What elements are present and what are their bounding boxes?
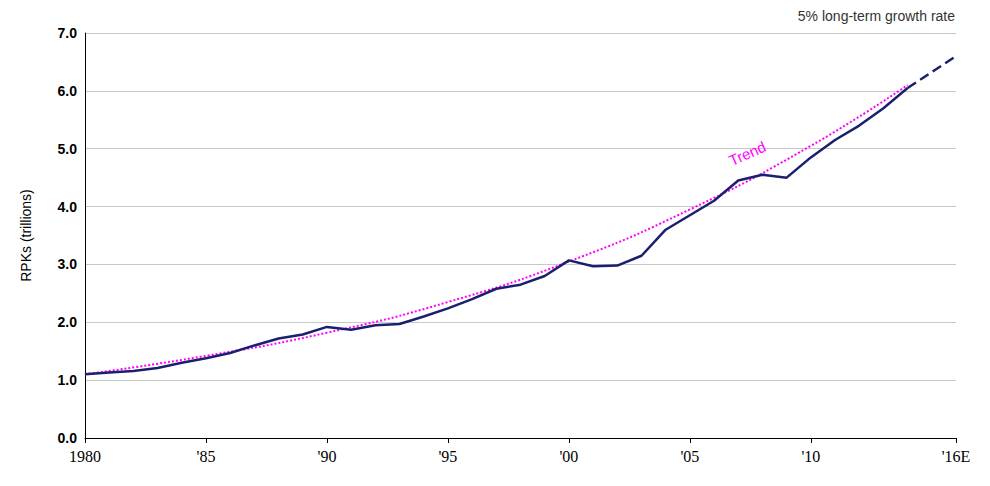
svg-text:'00: '00 — [559, 448, 578, 465]
svg-text:'90: '90 — [317, 448, 336, 465]
svg-text:5.0: 5.0 — [58, 141, 78, 157]
svg-text:6.0: 6.0 — [58, 83, 78, 99]
svg-text:4.0: 4.0 — [58, 199, 78, 215]
svg-text:'16E: '16E — [942, 448, 971, 465]
svg-text:2.0: 2.0 — [58, 314, 78, 330]
svg-text:'95: '95 — [438, 448, 457, 465]
svg-text:1980: 1980 — [69, 448, 101, 465]
svg-text:0.0: 0.0 — [58, 430, 78, 446]
svg-text:Trend: Trend — [726, 138, 768, 169]
svg-text:7.0: 7.0 — [58, 25, 78, 41]
svg-text:3.0: 3.0 — [58, 256, 78, 272]
svg-text:'10: '10 — [801, 448, 820, 465]
svg-text:'85: '85 — [197, 448, 216, 465]
svg-text:5% long-term growth rate: 5% long-term growth rate — [798, 8, 955, 24]
svg-text:RPKs (trillions): RPKs (trillions) — [18, 189, 34, 282]
svg-text:1.0: 1.0 — [58, 372, 78, 388]
svg-text:'05: '05 — [680, 448, 699, 465]
